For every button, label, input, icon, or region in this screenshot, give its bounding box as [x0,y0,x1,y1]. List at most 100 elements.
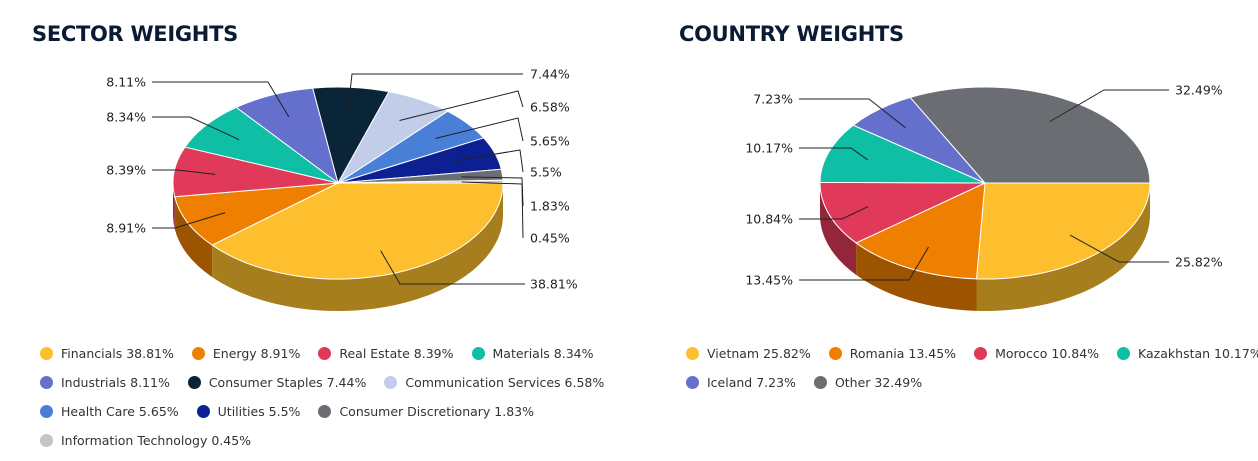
legend-item-materials[interactable]: Materials 8.34% [471,346,594,361]
legend-item-vietnam[interactable]: Vietnam 25.82% [686,346,811,361]
value-label-other: 32.49% [1175,83,1223,98]
legend-item-health-care[interactable]: Health Care 5.65% [40,404,179,419]
pie-side-energy [174,196,213,278]
legend-marker-icon [974,347,988,360]
pie-side-financials [212,183,503,312]
callout-line-real-estate [152,169,216,175]
legend-item-iceland[interactable]: Iceland 7.23% [686,375,796,390]
pie-slice-financials[interactable] [211,182,504,280]
pie-slice-materials[interactable] [184,106,339,184]
country-weights-title: COUNTRY WEIGHTS [679,22,904,46]
sector-pie-chart: 38.81% 8.91% 8.39% 8.34% 8.11% 7.44% 6.58% 5.65… [106,67,578,312]
legend-item-morocco[interactable]: Morocco 10.84% [974,346,1099,361]
callout-line-utilities [455,149,524,173]
callout-line-consumer-staples [347,73,523,112]
legend-label: Consumer Staples 7.44% [208,375,367,390]
pie-slice-other[interactable] [909,86,1151,184]
legend-label: Utilities 5.5% [217,404,301,419]
legend-label: Iceland 7.23% [707,375,796,390]
legend-marker-icon [40,405,53,418]
legend-row: Health Care 5.65% Utilities 5.5% Consumer … [40,404,552,419]
legend-marker-icon [318,405,332,418]
value-label-health-care: 5.65% [530,134,570,149]
sector-weights-panel: SECTOR WEIGHTS 38.81% 8.91% 8.39% 8.34% 8.11… [32,22,622,448]
callout-line-communication-services [399,90,524,122]
value-label-romania: 13.45% [745,273,793,288]
legend-item-other[interactable]: Other 32.49% [813,375,923,390]
legend-item-consumer-staples[interactable]: Consumer Staples 7.44% [187,375,367,390]
pie-side-real-estate [173,183,175,229]
legend-label: Health Care 5.65% [61,404,179,419]
value-label-industrials: 8.11% [106,75,146,90]
sector-weights-title: SECTOR WEIGHTS [32,22,238,46]
callout-line-information-technology [461,181,524,239]
value-label-consumer-discretionary: 1.83% [530,199,570,214]
callout-line-other [1049,89,1169,123]
country-weights-panel: COUNTRY WEIGHTS 25.82% 13.45% 10.84% 10.17%… [629,0,1258,461]
pie-callouts: 38.81% 8.91% 8.39% 8.34% 8.11% 7.44% 6.58% 5.65… [106,67,578,292]
value-label-information-technology: 0.45% [530,231,570,246]
legend-label: Romania 13.45% [849,346,957,361]
legend-item-real-estate[interactable]: Real Estate 8.39% [318,346,454,361]
value-label-iceland: 7.23% [753,92,793,107]
legend-label: Vietnam 25.82% [707,346,811,361]
legend-label: Other 32.49% [834,375,923,390]
value-label-financials: 38.81% [530,277,578,292]
pie-side-morocco [820,183,857,275]
value-label-utilities: 5.5% [530,165,562,180]
legend-marker-icon [40,376,53,389]
value-label-vietnam: 25.82% [1175,255,1223,270]
legend-item-kazakhstan[interactable]: Kazakhstan 10.17% [1117,346,1258,361]
pie-slice-morocco[interactable] [819,181,986,244]
pie-slice-real-estate[interactable] [172,146,339,198]
value-label-consumer-staples: 7.44% [530,67,570,82]
legend-item-energy[interactable]: Energy 8.91% [191,346,301,361]
value-label-communication-services: 6.58% [530,100,570,115]
legend-marker-icon [471,347,485,360]
value-label-energy: 8.91% [106,221,146,236]
legend-marker-icon [686,376,699,389]
callout-line-iceland [799,98,906,129]
legend-item-consumer-discretionary[interactable]: Consumer Discretionary 1.83% [318,404,534,419]
legend-item-romania[interactable]: Romania 13.45% [828,346,957,361]
legend-item-industrials[interactable]: Industrials 8.11% [40,375,170,390]
pie-callouts: 25.82% 13.45% 10.84% 10.17% 7.23% 32.49% [745,83,1222,288]
pie-side-walls [173,183,503,312]
legend-item-utilities[interactable]: Utilities 5.5% [196,404,301,419]
legend-marker-icon [828,347,842,360]
pie-slice-romania[interactable] [855,182,986,280]
legend-marker-icon [191,347,205,360]
callout-line-morocco [799,206,869,220]
value-label-real-estate: 8.39% [106,163,146,178]
legend-row: Industrials 8.11% Consumer Staples 7.44% C… [40,375,622,390]
legend-row: Information Technology 0.45% [40,433,269,448]
legend-label: Real Estate 8.39% [339,346,454,361]
pie-slices [172,86,504,280]
legend-label: Kazakhstan 10.17% [1138,346,1258,361]
legend-marker-icon [187,376,201,389]
legend-label: Materials 8.34% [492,346,594,361]
legend-marker-icon [384,376,398,389]
legend-marker-icon [1117,347,1131,360]
legend-label: Energy 8.91% [212,346,301,361]
legend-label: Morocco 10.84% [995,346,1100,361]
pie-slice-vietnam[interactable] [975,182,1151,280]
legend-row: Financials 38.81% Energy 8.91% Real Estate… [40,346,612,361]
legend-marker-icon [813,376,827,389]
legend-marker-icon [40,347,53,360]
pie-slice-energy[interactable] [174,182,339,246]
callout-line-financials [380,250,525,285]
legend-item-communication-services[interactable]: Communication Services 6.58% [384,375,604,390]
pie-slice-kazakhstan[interactable] [819,124,986,184]
legend-label: Information Technology 0.45% [61,433,252,448]
legend-item-information-technology[interactable]: Information Technology 0.45% [40,433,251,448]
value-label-kazakhstan: 10.17% [745,141,793,156]
callout-line-energy [152,212,226,229]
legend-marker-icon [686,347,699,360]
pie-slices [819,86,1151,280]
callout-line-vietnam [1069,234,1169,263]
callout-line-health-care [435,117,524,142]
legend-label: Financials 38.81% [61,346,174,361]
value-label-materials: 8.34% [106,110,146,125]
legend-item-financials[interactable]: Financials 38.81% [40,346,174,361]
